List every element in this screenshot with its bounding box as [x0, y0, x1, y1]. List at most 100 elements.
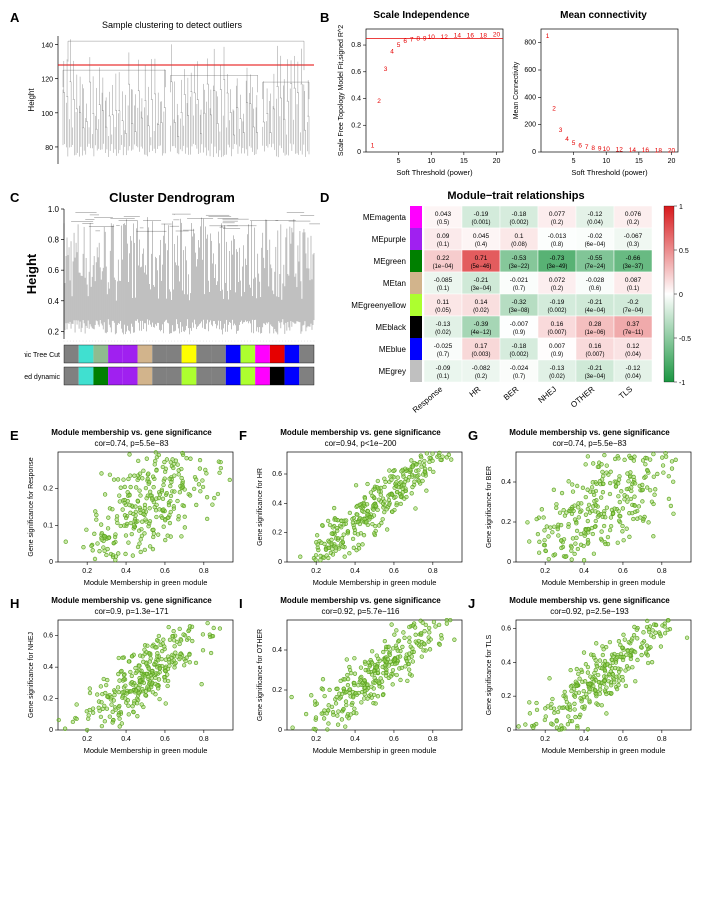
svg-text:Module Membership in green mod: Module Membership in green module	[542, 578, 666, 587]
svg-text:(5e−46): (5e−46)	[471, 264, 492, 270]
svg-text:0.8: 0.8	[199, 568, 209, 575]
panel-d-heatmap: MEmagentaMEpurpleMEgreenMEtanMEgreenyell…	[334, 202, 698, 420]
svg-text:(0.2): (0.2)	[551, 220, 563, 226]
scatter-plot: 0.20.40.60.800.20.40.6Module Membership …	[482, 616, 697, 756]
svg-text:(0.8): (0.8)	[551, 242, 563, 248]
svg-text:(0.1): (0.1)	[627, 286, 639, 292]
svg-text:0.5: 0.5	[679, 248, 689, 255]
svg-text:0.4: 0.4	[48, 297, 60, 306]
svg-text:-0.13: -0.13	[550, 365, 565, 372]
svg-text:400: 400	[524, 94, 536, 101]
svg-text:(0.2): (0.2)	[551, 286, 563, 292]
svg-text:(3e−22): (3e−22)	[509, 264, 530, 270]
svg-text:18: 18	[480, 33, 488, 40]
svg-text:0.4: 0.4	[272, 647, 282, 654]
svg-text:-0.53: -0.53	[512, 255, 527, 262]
svg-text:MEmagenta: MEmagenta	[363, 213, 407, 222]
panel-i-label: I	[239, 596, 243, 611]
figure: A Sample clustering to detect outliers 8…	[10, 10, 698, 764]
svg-text:80: 80	[45, 145, 53, 152]
svg-text:-0.19: -0.19	[474, 211, 489, 218]
svg-text:0.077: 0.077	[549, 211, 566, 218]
svg-text:0.8: 0.8	[657, 736, 667, 743]
svg-text:5: 5	[572, 140, 576, 147]
svg-text:0.2: 0.2	[540, 568, 550, 575]
svg-text:0.6: 0.6	[618, 568, 628, 575]
svg-text:5: 5	[397, 42, 401, 49]
svg-text:-1: -1	[679, 380, 685, 387]
svg-text:(0.1): (0.1)	[437, 286, 449, 292]
panel-b: B Scale Independence 510152000.20.40.60.…	[320, 10, 698, 182]
svg-text:MEgreen: MEgreen	[374, 257, 406, 266]
scatter-title: Module membership vs. gene significance	[253, 596, 468, 605]
panel-j: JModule membership vs. gene significance…	[468, 596, 697, 756]
scatter-sub: cor=0.92, p=5.7e−116	[253, 607, 468, 616]
panel-g-label: G	[468, 428, 478, 443]
svg-text:2: 2	[377, 98, 381, 105]
svg-text:(0.5): (0.5)	[437, 220, 449, 226]
panel-d-label: D	[320, 190, 329, 205]
svg-text:0.11: 0.11	[437, 299, 450, 306]
svg-text:100: 100	[41, 111, 53, 118]
scatter-sub: cor=0.74, p=5.5e−83	[482, 439, 697, 448]
svg-text:0.14: 0.14	[475, 299, 488, 306]
svg-text:0.6: 0.6	[48, 266, 60, 275]
svg-text:0.4: 0.4	[501, 659, 511, 666]
svg-text:0.6: 0.6	[501, 625, 511, 632]
panel-c: C Cluster Dendrogram 0.20.40.60.81.0Heig…	[10, 190, 320, 420]
svg-text:0.2: 0.2	[48, 327, 60, 336]
svg-text:(0.003): (0.003)	[471, 352, 490, 358]
svg-text:0.2: 0.2	[501, 693, 511, 700]
svg-text:15: 15	[460, 158, 468, 165]
svg-text:0.2: 0.2	[351, 122, 361, 129]
svg-text:12: 12	[616, 147, 624, 154]
svg-text:7: 7	[585, 144, 589, 151]
panel-f-label: F	[239, 428, 247, 443]
svg-text:-0.19: -0.19	[550, 299, 565, 306]
svg-text:16: 16	[467, 33, 475, 40]
svg-text:0.8: 0.8	[428, 736, 438, 743]
svg-text:-0.21: -0.21	[474, 277, 489, 284]
svg-text:0: 0	[357, 149, 361, 156]
svg-text:0: 0	[278, 559, 282, 566]
svg-text:140: 140	[41, 43, 53, 50]
svg-text:0.2: 0.2	[272, 530, 282, 537]
svg-text:-0.028: -0.028	[586, 277, 605, 284]
svg-text:Soft Threshold (power): Soft Threshold (power)	[571, 168, 648, 177]
svg-text:Module Membership in green mod: Module Membership in green module	[313, 746, 437, 755]
svg-text:Module Membership in green mod: Module Membership in green module	[313, 578, 437, 587]
svg-text:(7e−11): (7e−11)	[623, 330, 643, 336]
svg-text:6: 6	[403, 38, 407, 45]
svg-text:MEblack: MEblack	[375, 323, 407, 332]
svg-text:(0.02): (0.02)	[549, 374, 565, 380]
svg-text:(0.002): (0.002)	[509, 352, 528, 358]
panel-d-title: Module−trait relationships	[334, 190, 698, 202]
svg-text:(0.001): (0.001)	[471, 220, 490, 226]
svg-text:14: 14	[629, 147, 637, 154]
svg-text:2: 2	[552, 105, 556, 112]
panel-b-label: B	[320, 10, 329, 25]
svg-text:-0.55: -0.55	[588, 255, 603, 262]
scatter-sub: cor=0.94, p<1e−200	[253, 439, 468, 448]
scatter-sub: cor=0.9, p=1.3e−171	[24, 607, 239, 616]
panel-b-left-plot: 510152000.20.40.60.8Soft Threshold (powe…	[334, 23, 509, 178]
svg-text:Height: Height	[24, 253, 39, 294]
svg-text:0.6: 0.6	[618, 736, 628, 743]
svg-text:1.0: 1.0	[48, 205, 60, 214]
svg-text:Merged dynamic: Merged dynamic	[24, 374, 60, 381]
svg-text:8: 8	[591, 145, 595, 152]
svg-text:0.71: 0.71	[475, 255, 488, 262]
svg-text:0: 0	[507, 727, 511, 734]
svg-text:(0.04): (0.04)	[587, 220, 603, 226]
svg-text:4: 4	[565, 136, 569, 143]
svg-text:(0.007): (0.007)	[547, 330, 566, 336]
scatter-title: Module membership vs. gene significance	[482, 428, 697, 437]
svg-text:0.2: 0.2	[540, 736, 550, 743]
svg-text:600: 600	[524, 67, 536, 74]
svg-text:0.6: 0.6	[389, 736, 399, 743]
svg-text:5: 5	[572, 158, 576, 165]
panel-f: FModule membership vs. gene significance…	[239, 428, 468, 588]
svg-text:-0.025: -0.025	[434, 343, 453, 350]
svg-text:(4e−04): (4e−04)	[585, 308, 606, 314]
svg-text:16: 16	[642, 147, 650, 154]
